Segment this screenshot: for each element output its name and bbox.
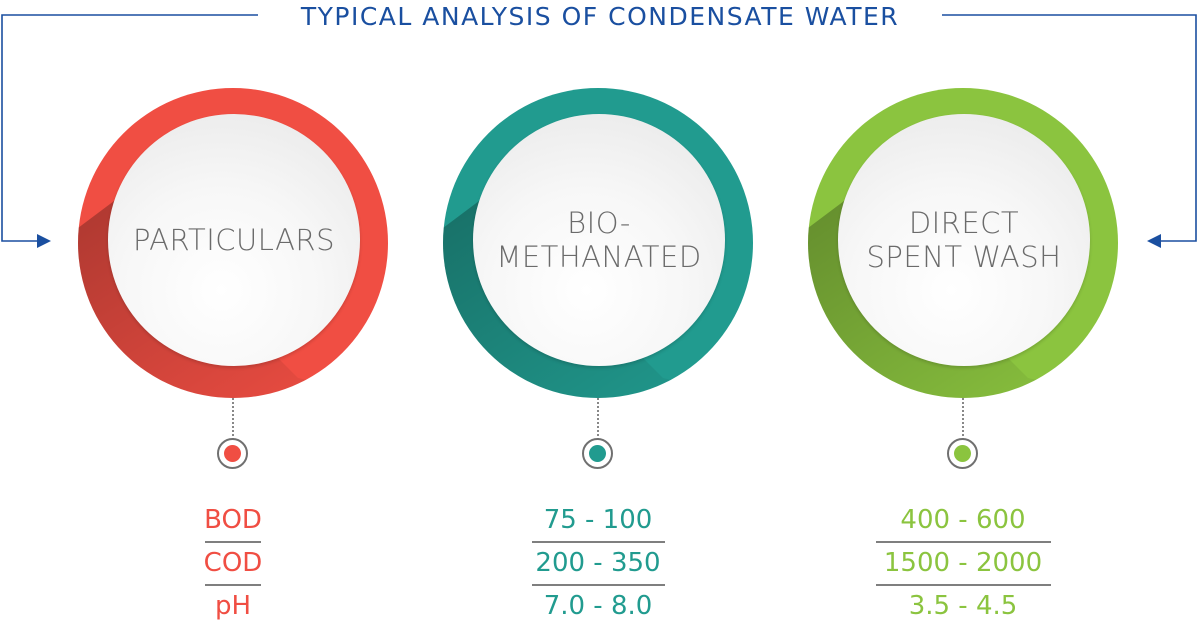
value-row: 75 - 100 [543,505,653,535]
title-text: TYPICAL ANALYSIS OF CONDENSATE WATER [288,2,912,31]
divider [875,541,1051,543]
target-dot-icon [947,438,978,469]
circle-label-line: METHANATED [496,240,702,274]
divider [205,584,261,586]
circle-label-line: PARTICULARS [133,223,335,257]
column-bio-methanated: BIO- METHANATED 75 - 100 200 - 350 7.0 -… [418,0,778,623]
circle-label-line: SPENT WASH [866,240,1062,274]
value-row: 1500 - 2000 [883,548,1043,578]
target-dot-icon [582,438,613,469]
arrow-right-icon [37,234,51,248]
circle-label-line: DIRECT [908,206,1020,240]
divider [875,584,1051,586]
circle-label-line: BIO- [567,206,631,240]
value-row: 3.5 - 4.5 [908,591,1018,621]
value-row: BOD [204,505,262,535]
values-particulars: BOD COD pH [53,500,413,627]
dotted-connector [232,398,234,440]
values-bio-methanated: 75 - 100 200 - 350 7.0 - 8.0 [418,500,778,627]
divider [205,541,261,543]
circle-direct-spent-wash: DIRECT SPENT WASH [838,114,1090,366]
values-direct-spent-wash: 400 - 600 1500 - 2000 3.5 - 4.5 [783,500,1143,627]
target-dot-icon [217,438,248,469]
circle-particulars: PARTICULARS [108,114,360,366]
value-row: 7.0 - 8.0 [543,591,653,621]
value-row: pH [214,591,252,621]
value-row: 200 - 350 [535,548,661,578]
value-row: 400 - 600 [900,505,1026,535]
arrow-left-icon [1147,234,1161,248]
divider [531,584,665,586]
column-direct-spent-wash: DIRECT SPENT WASH 400 - 600 1500 - 2000 … [783,0,1143,623]
circle-bio-methanated: BIO- METHANATED [473,114,725,366]
dotted-connector [597,398,599,440]
value-row: COD [203,548,263,578]
page-title: TYPICAL ANALYSIS OF CONDENSATE WATER [0,0,1200,34]
dotted-connector [962,398,964,440]
divider [531,541,665,543]
column-particulars: PARTICULARS BOD COD pH [53,0,413,623]
